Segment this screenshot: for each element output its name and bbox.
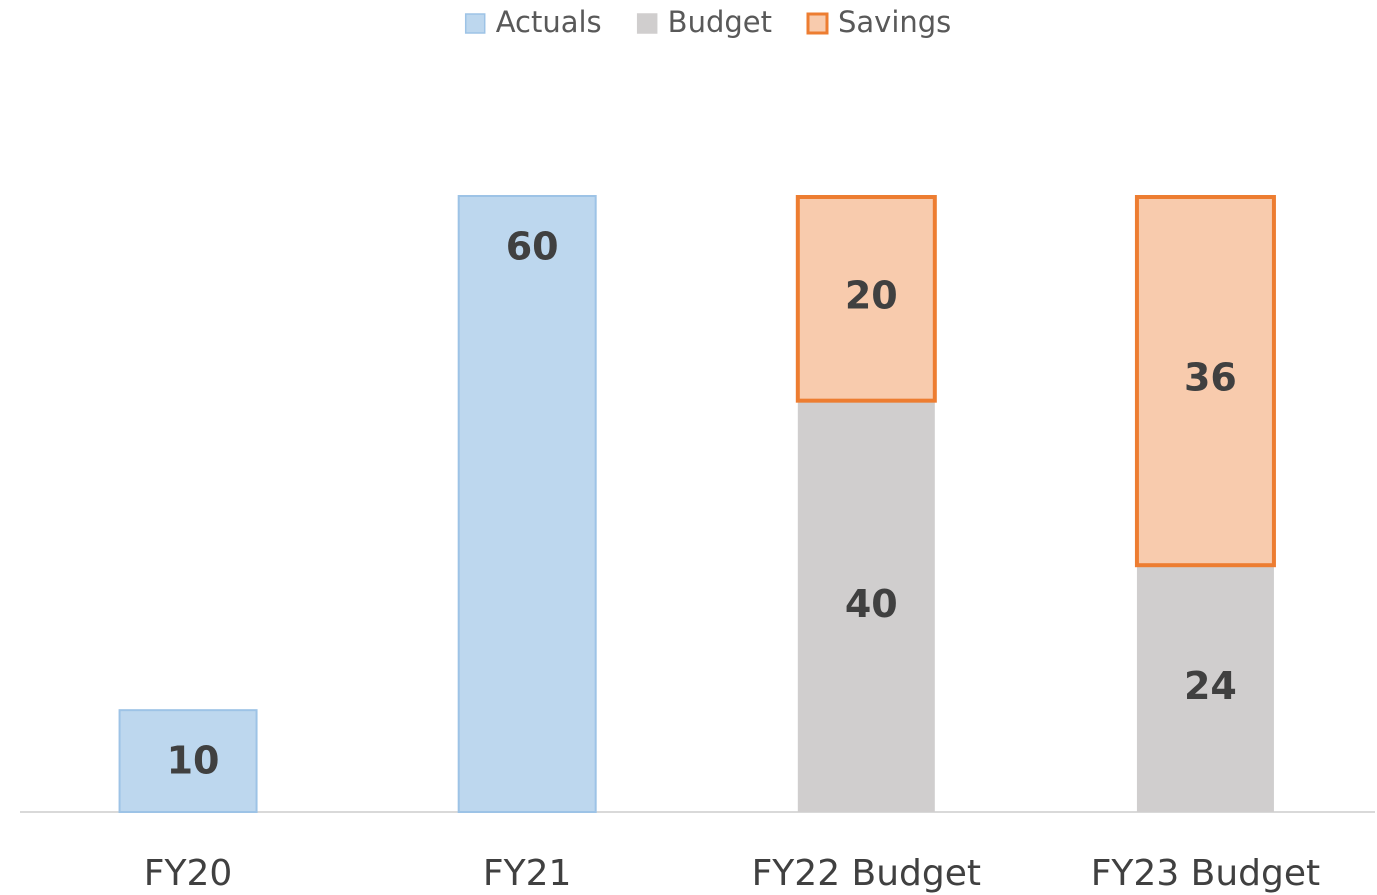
bar-segment <box>1136 565 1274 812</box>
bar-segment <box>118 709 258 814</box>
bar-segment <box>797 400 935 812</box>
x-tick-label: FY22 Budget <box>752 853 981 894</box>
data-label: 40 <box>845 582 898 626</box>
legend-label: Actuals <box>496 5 602 39</box>
bar-segment <box>795 195 937 403</box>
legend-marker <box>806 12 829 35</box>
legend-label: Budget <box>668 5 772 39</box>
x-tick-label: FY21 <box>483 853 572 894</box>
data-label: 10 <box>167 739 220 783</box>
legend-label: Savings <box>838 5 951 39</box>
x-tick-label: FY23 Budget <box>1091 853 1320 894</box>
data-label: 36 <box>1184 356 1237 400</box>
data-label: 20 <box>845 273 898 317</box>
legend-marker <box>636 13 658 34</box>
bar-segment <box>1134 195 1276 568</box>
data-label: 24 <box>1184 664 1237 708</box>
x-tick-label: FY20 <box>144 853 233 894</box>
bar-segment <box>457 195 597 813</box>
data-label: 60 <box>506 225 559 269</box>
legend-marker <box>464 13 486 34</box>
